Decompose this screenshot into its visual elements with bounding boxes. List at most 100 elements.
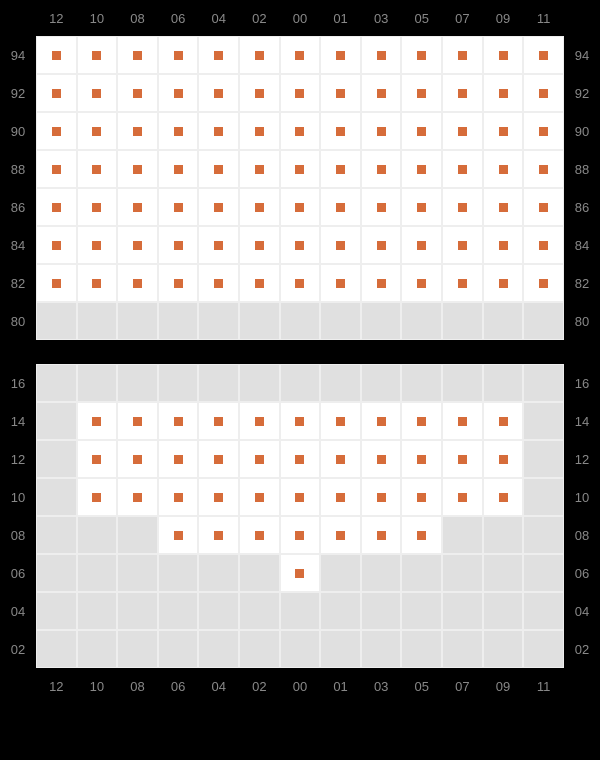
seat-cell[interactable] (198, 264, 239, 302)
seat-cell[interactable] (36, 36, 77, 74)
seat-cell[interactable] (77, 478, 118, 516)
seat-cell[interactable] (280, 150, 321, 188)
seat-cell[interactable] (320, 440, 361, 478)
seat-cell[interactable] (442, 36, 483, 74)
seat-cell[interactable] (523, 226, 564, 264)
seat-cell[interactable] (239, 478, 280, 516)
seat-cell[interactable] (483, 74, 524, 112)
seat-cell[interactable] (77, 150, 118, 188)
seat-cell[interactable] (198, 402, 239, 440)
seat-cell[interactable] (280, 188, 321, 226)
seat-cell[interactable] (36, 188, 77, 226)
seat-cell[interactable] (117, 188, 158, 226)
seat-cell[interactable] (239, 264, 280, 302)
seat-cell[interactable] (77, 36, 118, 74)
seat-cell[interactable] (401, 478, 442, 516)
seat-cell[interactable] (158, 36, 199, 74)
seat-cell[interactable] (239, 440, 280, 478)
seat-cell[interactable] (198, 112, 239, 150)
seat-cell[interactable] (158, 516, 199, 554)
seat-cell[interactable] (198, 516, 239, 554)
seat-cell[interactable] (483, 264, 524, 302)
seat-cell[interactable] (523, 264, 564, 302)
seat-cell[interactable] (280, 554, 321, 592)
seat-cell[interactable] (36, 226, 77, 264)
seat-cell[interactable] (77, 188, 118, 226)
seat-cell[interactable] (198, 188, 239, 226)
seat-cell[interactable] (36, 74, 77, 112)
seat-cell[interactable] (198, 150, 239, 188)
seat-cell[interactable] (77, 112, 118, 150)
seat-cell[interactable] (442, 188, 483, 226)
seat-cell[interactable] (77, 74, 118, 112)
seat-cell[interactable] (320, 516, 361, 554)
seat-cell[interactable] (280, 112, 321, 150)
seat-cell[interactable] (442, 402, 483, 440)
seat-cell[interactable] (158, 440, 199, 478)
seat-cell[interactable] (401, 264, 442, 302)
seat-cell[interactable] (523, 150, 564, 188)
seat-cell[interactable] (483, 440, 524, 478)
seat-cell[interactable] (361, 188, 402, 226)
seat-cell[interactable] (361, 36, 402, 74)
seat-cell[interactable] (36, 264, 77, 302)
seat-cell[interactable] (401, 440, 442, 478)
seat-cell[interactable] (280, 440, 321, 478)
seat-cell[interactable] (239, 150, 280, 188)
seat-cell[interactable] (280, 74, 321, 112)
seat-cell[interactable] (523, 36, 564, 74)
seat-cell[interactable] (401, 402, 442, 440)
seat-cell[interactable] (401, 74, 442, 112)
seat-cell[interactable] (117, 478, 158, 516)
seat-cell[interactable] (158, 264, 199, 302)
seat-cell[interactable] (117, 226, 158, 264)
seat-cell[interactable] (280, 36, 321, 74)
seat-cell[interactable] (117, 440, 158, 478)
seat-cell[interactable] (239, 516, 280, 554)
seat-cell[interactable] (158, 150, 199, 188)
seat-cell[interactable] (320, 112, 361, 150)
seat-cell[interactable] (36, 112, 77, 150)
seat-cell[interactable] (77, 402, 118, 440)
seat-cell[interactable] (483, 478, 524, 516)
seat-cell[interactable] (401, 112, 442, 150)
seat-cell[interactable] (361, 226, 402, 264)
seat-cell[interactable] (442, 440, 483, 478)
seat-cell[interactable] (77, 440, 118, 478)
seat-cell[interactable] (198, 478, 239, 516)
seat-cell[interactable] (361, 74, 402, 112)
seat-cell[interactable] (77, 264, 118, 302)
seat-cell[interactable] (280, 226, 321, 264)
seat-cell[interactable] (361, 264, 402, 302)
seat-cell[interactable] (239, 226, 280, 264)
seat-cell[interactable] (320, 478, 361, 516)
seat-cell[interactable] (361, 112, 402, 150)
seat-cell[interactable] (483, 402, 524, 440)
seat-cell[interactable] (158, 74, 199, 112)
seat-cell[interactable] (280, 478, 321, 516)
seat-cell[interactable] (361, 150, 402, 188)
seat-cell[interactable] (239, 402, 280, 440)
seat-cell[interactable] (239, 112, 280, 150)
seat-cell[interactable] (401, 516, 442, 554)
seat-cell[interactable] (117, 112, 158, 150)
seat-cell[interactable] (361, 402, 402, 440)
seat-cell[interactable] (361, 440, 402, 478)
seat-cell[interactable] (442, 478, 483, 516)
seat-cell[interactable] (198, 440, 239, 478)
seat-cell[interactable] (280, 264, 321, 302)
seat-cell[interactable] (523, 112, 564, 150)
seat-cell[interactable] (483, 36, 524, 74)
seat-cell[interactable] (401, 226, 442, 264)
seat-cell[interactable] (158, 188, 199, 226)
seat-cell[interactable] (320, 264, 361, 302)
seat-cell[interactable] (483, 150, 524, 188)
seat-cell[interactable] (117, 74, 158, 112)
seat-cell[interactable] (117, 264, 158, 302)
seat-cell[interactable] (401, 150, 442, 188)
seat-cell[interactable] (483, 226, 524, 264)
seat-cell[interactable] (198, 36, 239, 74)
seat-cell[interactable] (280, 516, 321, 554)
seat-cell[interactable] (239, 74, 280, 112)
seat-cell[interactable] (117, 36, 158, 74)
